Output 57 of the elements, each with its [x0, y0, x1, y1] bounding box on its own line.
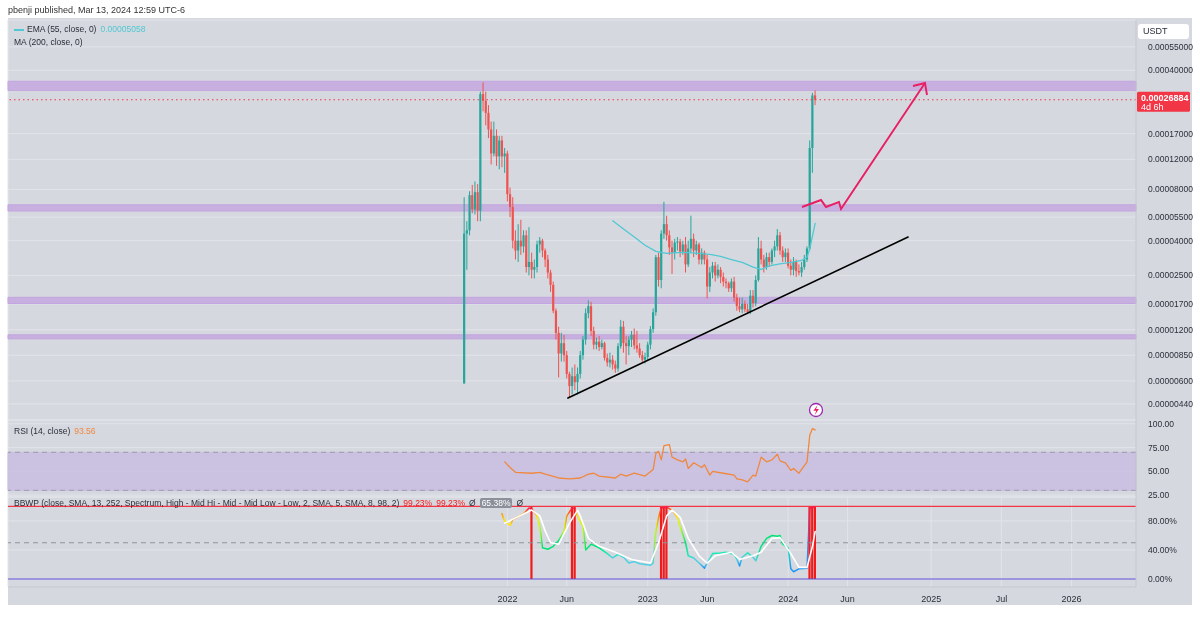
- y-tick-label: 0.00000600: [1148, 375, 1194, 386]
- legend-label: EMA (55, close, 0): [27, 24, 97, 34]
- annotation: MA (200, close, 0): [14, 37, 83, 47]
- x-tick-label: 2025: [921, 594, 942, 605]
- y-axis-title: USDT: [1138, 24, 1189, 39]
- x-tick-label: 2026: [1061, 594, 1082, 605]
- chart-title: pbenji published, Mar 13, 2024 12:59 UTC-6: [8, 4, 186, 17]
- annotation: Ø: [469, 498, 476, 508]
- y-tick-label: 0.00012000: [1148, 154, 1194, 165]
- x-tick-label: Jul: [995, 594, 1008, 605]
- annotation: Ø: [516, 498, 524, 508]
- y-tick-label: 0.00001200: [1148, 324, 1194, 335]
- y-tick-label: 25.00: [1148, 490, 1170, 501]
- y-tick-label: 80.00%: [1148, 515, 1178, 526]
- candlestick: [471, 184, 474, 214]
- y-tick-label: 0.00001700: [1148, 298, 1194, 309]
- x-tick-label: 2024: [778, 594, 799, 605]
- text: RSI (14, close): [14, 426, 71, 436]
- y-tick-label: 0.00055000: [1148, 41, 1194, 52]
- y-tick-label: 100.00: [1148, 418, 1175, 429]
- y-tick-label: 0.00004000: [1148, 235, 1194, 246]
- candlestick: [797, 263, 800, 276]
- candlestick: [708, 266, 711, 293]
- x-tick-label: Jun: [699, 594, 715, 605]
- y-tick-label: 75.00: [1148, 442, 1170, 453]
- candlestick: [522, 229, 525, 254]
- y-tick-label: 0.00005500: [1148, 212, 1194, 223]
- y-tick-label: 50.00: [1148, 466, 1170, 477]
- line-series: [504, 427, 816, 483]
- ref-line-label: 0.00026884: [1141, 93, 1189, 104]
- candlestick: [573, 363, 576, 391]
- y-tick-label: 0.00000850: [1148, 350, 1194, 361]
- y-tick-label: 0.00008000: [1148, 184, 1194, 195]
- annotation: 99.23%: [436, 498, 465, 508]
- annotation: 0.00005058: [100, 24, 146, 34]
- x-tick-label: 2023: [637, 594, 658, 605]
- candlestick: [498, 135, 501, 170]
- text: BBWP (close, SMA, 13, 252, Spectrum, High - Mid Hi - Mid - Mid Low - Low, 2, SMA, 5, SMA, 8, 98, 2): [14, 498, 400, 508]
- y-tick-label: 0.00000440: [1148, 398, 1194, 409]
- annotation: 93.56: [74, 426, 96, 436]
- x-tick-label: Jun: [840, 594, 855, 605]
- candlestick: [571, 366, 574, 395]
- annotation: 65.38%: [479, 498, 513, 508]
- candlestick: [495, 128, 498, 167]
- y-tick-label: 40.00%: [1148, 545, 1178, 555]
- y-tick-label: 0.00%: [1148, 574, 1173, 585]
- text: 4d 6h: [1141, 102, 1164, 113]
- candlestick: [503, 147, 506, 174]
- line-series: [612, 220, 816, 271]
- y-tick-label: 0.00017000: [1148, 128, 1194, 139]
- candlestick: [813, 89, 817, 106]
- x-tick-label: Jun: [559, 594, 575, 605]
- y-tick-label: 0.00002500: [1148, 270, 1194, 281]
- y-tick-label: 0.00040000: [1148, 65, 1194, 76]
- annotation: 99.23%: [403, 498, 433, 508]
- x-tick-label: 2022: [497, 594, 518, 605]
- candlestick: [657, 252, 660, 288]
